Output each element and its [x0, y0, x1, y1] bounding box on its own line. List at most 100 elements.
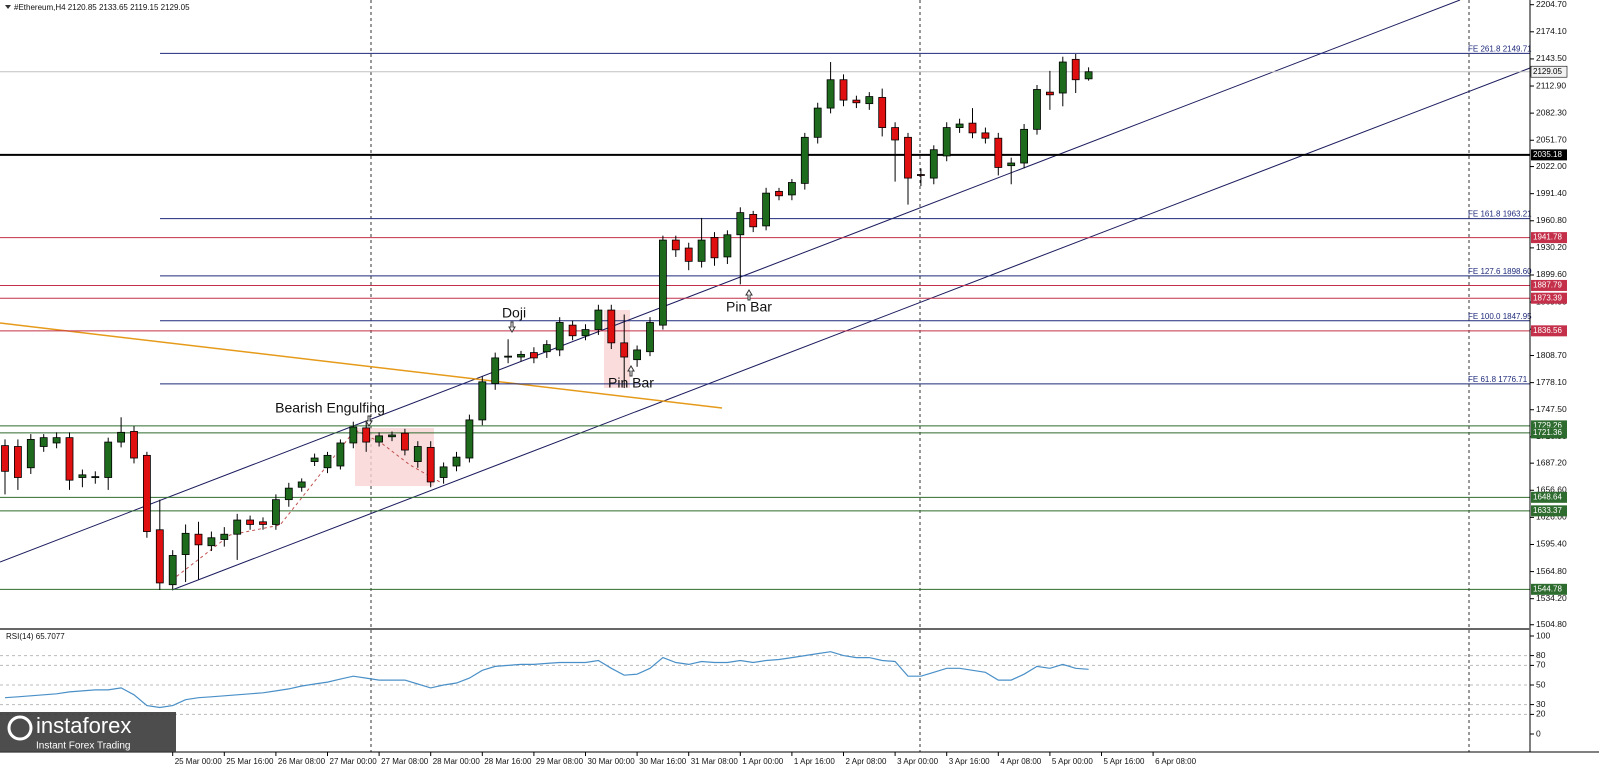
candle-body	[117, 431, 125, 443]
x-tick-label: 27 Mar 00:00	[330, 757, 378, 766]
candle-body	[181, 532, 190, 555]
annotation: Bearish Engulfing	[275, 400, 385, 416]
x-tick-label: 1 Apr 00:00	[742, 757, 783, 766]
y-tick-label: 1534.20	[1536, 593, 1567, 603]
price-label: 1887.79	[1533, 281, 1562, 290]
candle-body	[104, 441, 113, 478]
candle-body	[581, 329, 590, 337]
candle-body	[968, 122, 977, 134]
x-tick-label: 28 Mar 16:00	[484, 757, 532, 766]
x-tick-label: 30 Mar 16:00	[639, 757, 687, 766]
levels: FE 261.8 2149.71 FE 161.8 1963.21 FE 127.6…	[0, 45, 1532, 590]
candle-body	[504, 355, 513, 358]
candle-body	[194, 533, 203, 546]
y-tick-label: 1656.60	[1536, 485, 1567, 495]
candle-body	[542, 344, 551, 353]
candle-body	[684, 247, 693, 262]
candle-body	[1020, 128, 1028, 164]
candle-body	[891, 127, 899, 141]
candle-body	[1007, 162, 1016, 167]
x-tick-label: 31 Mar 08:00	[691, 757, 739, 766]
candle-body	[271, 499, 280, 525]
annotation: Pin Bar	[726, 299, 772, 315]
rsi-tick-label: 100	[1536, 630, 1550, 640]
candle-body	[39, 437, 48, 447]
annotation: Pin Bar	[608, 375, 654, 391]
candle-body	[955, 123, 964, 128]
candle-body	[233, 519, 242, 535]
price-label-box	[1530, 65, 1568, 78]
x-tick-label: 6 Apr 08:00	[1155, 757, 1196, 766]
y-tick-label: 1930.20	[1536, 242, 1567, 252]
candle-body	[762, 192, 770, 227]
price-label: 1544.78	[1533, 584, 1562, 593]
price-label: 1873.39	[1533, 293, 1562, 302]
candle-body	[1084, 71, 1093, 80]
price-label-box	[1531, 232, 1567, 244]
candle-body	[375, 435, 384, 443]
candle-body	[13, 446, 22, 478]
candle-body	[130, 431, 138, 459]
candle-body	[852, 99, 861, 104]
candle-body	[400, 432, 409, 451]
x-tick-label: 26 Mar 08:00	[278, 757, 326, 766]
candle-body	[91, 476, 100, 479]
candle-body	[362, 427, 371, 443]
x-tick-label: 28 Mar 00:00	[433, 757, 481, 766]
candle-body	[297, 481, 306, 488]
price-label: 1633.37	[1533, 506, 1562, 515]
x-tick-label: 3 Apr 16:00	[949, 757, 990, 766]
fibo-label: FE 61.8 1776.71	[1468, 375, 1528, 384]
y-tick-label: 2022.00	[1536, 161, 1567, 171]
y-tick-label: 2112.90	[1536, 80, 1566, 90]
rsi-tick-label: 50	[1536, 679, 1546, 689]
candle-body	[349, 426, 358, 444]
candle-body	[1058, 61, 1067, 94]
arrow	[508, 321, 516, 333]
x-tick-label: 29 Mar 08:00	[536, 757, 584, 766]
candles	[1, 54, 1093, 591]
candle-body	[736, 212, 745, 236]
candle-body	[1033, 89, 1041, 130]
x-tick-label: 4 Apr 08:00	[1000, 757, 1041, 766]
candle-body	[388, 434, 396, 438]
candle-body	[26, 439, 35, 469]
y-tick-label: 2051.70	[1536, 134, 1567, 144]
candle-body	[1071, 58, 1080, 81]
rsi-tick-label: 70	[1536, 660, 1546, 670]
x-tick-label: 5 Apr 16:00	[1104, 757, 1145, 766]
candle-body	[929, 149, 938, 179]
candle-body	[310, 457, 319, 462]
fibo-label: FE 261.8 2149.71	[1468, 45, 1532, 54]
candle-body	[426, 446, 435, 483]
y-tick-label: 1626.00	[1536, 512, 1567, 522]
candle-body	[517, 353, 525, 358]
candle-body	[439, 466, 448, 478]
rsi-tick-label: 20	[1536, 709, 1546, 719]
y-tick-label: 1960.80	[1536, 215, 1567, 225]
candle-body	[1046, 91, 1054, 96]
candle-body	[323, 454, 332, 469]
candle-body	[994, 137, 1003, 168]
x-tick-label: 25 Mar 16:00	[226, 757, 274, 766]
rsi-line	[4, 651, 1089, 709]
channel-line	[0, 0, 1461, 563]
candle-body	[413, 446, 422, 462]
fibo-label: FE 100.0 1847.95	[1468, 312, 1532, 321]
x-tick-label: 1 Apr 16:00	[794, 757, 835, 766]
candle-body	[568, 324, 577, 337]
price-label-box	[1531, 292, 1567, 304]
candle-body	[246, 519, 255, 525]
candle-body	[723, 234, 732, 258]
candle-body	[52, 437, 61, 444]
candle-body	[284, 487, 293, 501]
candle-body	[826, 79, 835, 109]
candle-body	[697, 239, 706, 262]
menu-icon	[5, 5, 11, 9]
y-tick-label: 2174.10	[1536, 26, 1567, 36]
rsi-label: RSI(14) 65.7077	[6, 632, 65, 641]
candle-body	[259, 521, 267, 525]
